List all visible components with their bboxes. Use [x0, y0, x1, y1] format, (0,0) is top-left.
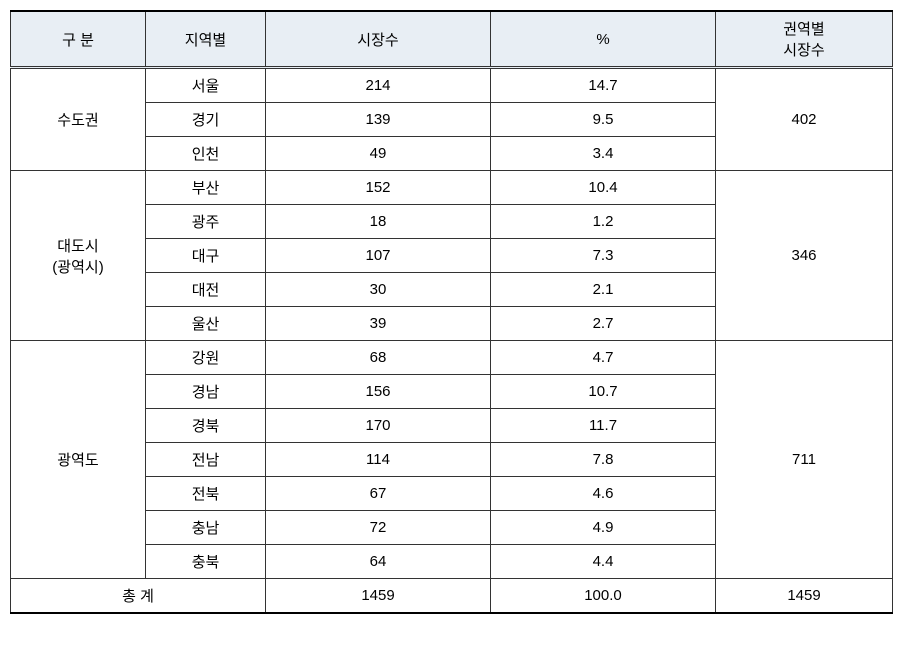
subtotal-cell: 711	[716, 341, 893, 579]
pct-cell: 14.7	[491, 68, 716, 103]
total-label: 총 계	[11, 579, 266, 614]
count-cell: 114	[266, 443, 491, 477]
region-cell: 충북	[146, 545, 266, 579]
total-row: 총 계 1459 100.0 1459	[11, 579, 893, 614]
pct-cell: 4.9	[491, 511, 716, 545]
total-zone: 1459	[716, 579, 893, 614]
count-cell: 156	[266, 375, 491, 409]
pct-cell: 2.7	[491, 307, 716, 341]
group-label-metro-line2: (광역시)	[52, 259, 103, 276]
group-label-capital: 수도권	[11, 68, 146, 171]
pct-cell: 10.7	[491, 375, 716, 409]
pct-cell: 4.6	[491, 477, 716, 511]
table-row: 광역도 강원 68 4.7 711	[11, 341, 893, 375]
table-row: 대도시 (광역시) 부산 152 10.4 346	[11, 171, 893, 205]
group-label-metro: 대도시 (광역시)	[11, 171, 146, 341]
table-row: 수도권 서울 214 14.7 402	[11, 68, 893, 103]
region-cell: 광주	[146, 205, 266, 239]
count-cell: 64	[266, 545, 491, 579]
total-count: 1459	[266, 579, 491, 614]
count-cell: 139	[266, 103, 491, 137]
count-cell: 49	[266, 137, 491, 171]
region-cell: 인천	[146, 137, 266, 171]
pct-cell: 2.1	[491, 273, 716, 307]
region-cell: 충남	[146, 511, 266, 545]
count-cell: 30	[266, 273, 491, 307]
pct-cell: 11.7	[491, 409, 716, 443]
count-cell: 72	[266, 511, 491, 545]
pct-cell: 1.2	[491, 205, 716, 239]
header-category: 구 분	[11, 11, 146, 68]
subtotal-cell: 402	[716, 68, 893, 171]
pct-cell: 10.4	[491, 171, 716, 205]
count-cell: 107	[266, 239, 491, 273]
pct-cell: 4.7	[491, 341, 716, 375]
region-cell: 부산	[146, 171, 266, 205]
pct-cell: 3.4	[491, 137, 716, 171]
count-cell: 214	[266, 68, 491, 103]
count-cell: 152	[266, 171, 491, 205]
region-cell: 대구	[146, 239, 266, 273]
market-distribution-table: 구 분 지역별 시장수 % 권역별 시장수 수도권 서울 214 14.7 40…	[10, 10, 893, 614]
header-zone-total-line2: 시장수	[783, 42, 824, 59]
count-cell: 39	[266, 307, 491, 341]
header-zone-total: 권역별 시장수	[716, 11, 893, 68]
pct-cell: 9.5	[491, 103, 716, 137]
region-cell: 전남	[146, 443, 266, 477]
region-cell: 전북	[146, 477, 266, 511]
region-cell: 경남	[146, 375, 266, 409]
region-cell: 울산	[146, 307, 266, 341]
count-cell: 67	[266, 477, 491, 511]
group-label-province: 광역도	[11, 341, 146, 579]
pct-cell: 7.3	[491, 239, 716, 273]
region-cell: 서울	[146, 68, 266, 103]
region-cell: 경기	[146, 103, 266, 137]
pct-cell: 4.4	[491, 545, 716, 579]
subtotal-cell: 346	[716, 171, 893, 341]
region-cell: 대전	[146, 273, 266, 307]
header-zone-total-line1: 권역별	[783, 21, 824, 38]
region-cell: 강원	[146, 341, 266, 375]
header-percent: %	[491, 11, 716, 68]
header-market-count: 시장수	[266, 11, 491, 68]
count-cell: 170	[266, 409, 491, 443]
count-cell: 18	[266, 205, 491, 239]
header-region: 지역별	[146, 11, 266, 68]
region-cell: 경북	[146, 409, 266, 443]
group-label-metro-line1: 대도시	[57, 238, 98, 255]
pct-cell: 7.8	[491, 443, 716, 477]
total-pct: 100.0	[491, 579, 716, 614]
count-cell: 68	[266, 341, 491, 375]
